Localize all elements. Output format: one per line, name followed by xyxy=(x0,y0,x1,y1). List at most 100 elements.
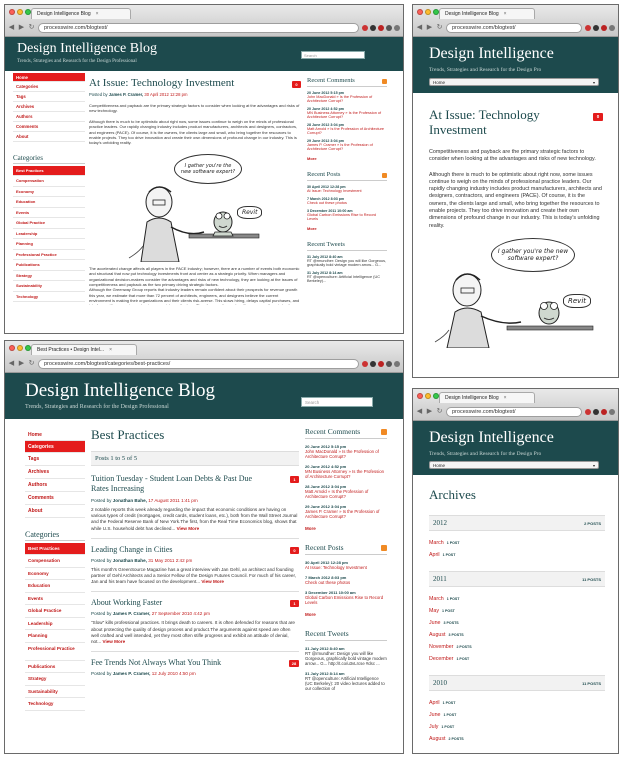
category-item[interactable]: Education xyxy=(25,580,85,593)
archive-month-link[interactable]: August 2 POSTS xyxy=(429,733,605,745)
category-item[interactable]: Leadership xyxy=(25,618,85,630)
nav-item-archives[interactable]: Archives xyxy=(25,466,85,479)
comment-count-badge[interactable]: 1 xyxy=(290,600,299,608)
nav-item-home[interactable]: Home xyxy=(25,429,85,441)
archive-month-link[interactable]: July 1 POST xyxy=(429,721,605,733)
month-name[interactable]: April xyxy=(429,700,440,706)
nav-item-categories[interactable]: Categories xyxy=(25,441,85,453)
recent-comment-item[interactable]: 28 June 2012 3:04 pm Matt Arnold » Is the… xyxy=(307,123,387,135)
archive-month-link[interactable]: May 1 POST xyxy=(429,605,605,617)
extension-icon[interactable] xyxy=(386,25,392,31)
close-icon[interactable] xyxy=(9,345,15,351)
extension-icon[interactable] xyxy=(362,25,368,31)
extension-icon[interactable] xyxy=(362,361,368,367)
nav-select[interactable]: Home ▾ xyxy=(429,78,599,86)
recent-comment-item[interactable]: 29 June 2012 3:04 pm James P. Cramer » Is… xyxy=(305,504,387,519)
comment-text[interactable]: MN Business Attorney » Is the Profession… xyxy=(305,469,385,479)
post-author[interactable]: James P. Cramer, xyxy=(112,611,151,617)
recent-post-item[interactable]: 30 April 2012 12:28 pm At Issue: Technolo… xyxy=(307,185,387,193)
address-bar[interactable]: processwire.com/blogtest/categories/best… xyxy=(38,359,359,369)
post-title[interactable]: Fee Trends Not Always What You Think xyxy=(91,658,222,668)
forward-icon[interactable]: ▶ xyxy=(426,408,433,415)
reload-icon[interactable]: ↻ xyxy=(436,24,443,31)
category-item[interactable]: Strategy xyxy=(13,271,85,281)
archive-month-link[interactable]: April 1 POST xyxy=(429,549,605,561)
post-author[interactable]: James P. Cramer, xyxy=(108,92,144,97)
archive-month-link[interactable]: April 1 POST xyxy=(429,697,605,709)
year-section-header[interactable]: 2012 2 POSTS xyxy=(429,515,605,531)
comment-text[interactable]: John MacDonald » Is the Profession of Ar… xyxy=(307,95,373,103)
extension-icon[interactable] xyxy=(386,361,392,367)
browser-tab[interactable]: Best Practices • Design Intel... × xyxy=(31,344,137,355)
post-link[interactable]: At Issue: Technology Investment xyxy=(305,565,367,570)
more-link[interactable]: More xyxy=(305,526,316,531)
archive-month-link[interactable]: March 1 POST xyxy=(429,537,605,549)
close-tab-icon[interactable]: × xyxy=(95,11,99,17)
post-title[interactable]: Tuition Tuesday - Student Loan Debts & P… xyxy=(91,474,253,493)
post-author[interactable]: Jonathan Bahe, xyxy=(112,557,147,563)
nav-item-about[interactable]: About xyxy=(25,505,85,518)
nav-item-home[interactable]: Home xyxy=(13,73,85,82)
wrench-icon[interactable] xyxy=(609,409,615,415)
nav-select[interactable]: Home ▾ xyxy=(429,461,599,469)
recent-comment-item[interactable]: 29 June 2012 3:04 pm James P. Cramer » Is… xyxy=(307,139,387,151)
post-link[interactable]: Global Carbon Emissions Rise to Record L… xyxy=(307,213,377,221)
comment-text[interactable]: Matt Arnold » Is the Profession of Archi… xyxy=(307,127,385,135)
minimize-icon[interactable] xyxy=(17,9,23,15)
category-item[interactable]: Compensation xyxy=(13,176,85,187)
category-item[interactable]: Sustainability xyxy=(25,686,85,698)
close-icon[interactable] xyxy=(417,393,423,399)
rss-icon[interactable] xyxy=(381,545,387,551)
view-more-link[interactable]: View More xyxy=(102,638,126,644)
close-icon[interactable] xyxy=(417,9,423,15)
forward-icon[interactable]: ▶ xyxy=(426,24,433,31)
category-item[interactable]: Global Practice xyxy=(13,218,85,229)
category-item[interactable]: Events xyxy=(25,593,85,605)
category-item[interactable]: Professional Practice xyxy=(13,250,85,260)
extension-icon[interactable] xyxy=(593,409,599,415)
post-link[interactable]: Global Carbon Emissions Rise to Record L… xyxy=(305,595,384,605)
extension-icon[interactable] xyxy=(593,25,599,31)
month-name[interactable]: May xyxy=(429,608,440,614)
close-tab-icon[interactable]: × xyxy=(503,11,507,17)
category-item[interactable]: Best Practices xyxy=(25,543,85,555)
more-link[interactable]: More xyxy=(307,226,317,231)
category-item[interactable]: Education xyxy=(13,197,85,208)
category-item[interactable]: Best Practices xyxy=(13,166,85,176)
browser-tab[interactable]: Design Intelligence Blog × xyxy=(439,392,535,403)
recent-comment-item[interactable]: 28 June 2012 3:04 pm Matt Arnold » Is the… xyxy=(305,484,387,499)
recent-post-item[interactable]: 7 March 2012 8:03 pm Check out these phot… xyxy=(305,575,387,585)
address-bar[interactable]: processwire.com/blogtest/ xyxy=(38,23,359,33)
category-item[interactable]: Leadership xyxy=(13,229,85,239)
extension-icon[interactable] xyxy=(585,409,591,415)
close-tab-icon[interactable]: × xyxy=(503,395,507,401)
close-icon[interactable] xyxy=(9,9,15,15)
category-item[interactable]: Events xyxy=(13,208,85,218)
extension-icon[interactable] xyxy=(601,25,607,31)
archive-month-link[interactable]: June 1 POST xyxy=(429,709,605,721)
comment-count-badge[interactable]: 0 xyxy=(593,113,603,121)
month-name[interactable]: April xyxy=(429,552,440,558)
month-name[interactable]: March xyxy=(429,596,444,602)
month-name[interactable]: June xyxy=(429,712,441,718)
post-title[interactable]: At Issue: Technology Investment xyxy=(429,107,540,137)
view-more-link[interactable]: View More xyxy=(176,525,200,531)
forward-icon[interactable]: ▶ xyxy=(18,360,25,367)
site-title[interactable]: Design Intelligence xyxy=(429,429,554,446)
close-tab-icon[interactable]: × xyxy=(109,347,112,353)
month-name[interactable]: June xyxy=(429,620,441,626)
minimize-icon[interactable] xyxy=(425,9,431,15)
comment-text[interactable]: James P. Cramer » Is the Profession of A… xyxy=(305,509,380,519)
comment-text[interactable]: MN Business Attorney » Is the Profession… xyxy=(307,111,382,119)
category-item[interactable]: Publications xyxy=(13,260,85,271)
browser-tab[interactable]: Design Intelligence Blog × xyxy=(31,8,131,19)
back-icon[interactable]: ◀ xyxy=(8,24,15,31)
month-name[interactable]: August xyxy=(429,736,446,742)
nav-item-comments[interactable]: Comments xyxy=(13,122,85,132)
wrench-icon[interactable] xyxy=(394,25,400,31)
view-more-link[interactable]: View More xyxy=(201,579,224,585)
extension-icon[interactable] xyxy=(370,361,376,367)
wrench-icon[interactable] xyxy=(609,25,615,31)
category-item[interactable]: Planning xyxy=(13,239,85,250)
category-item[interactable]: Sustainability xyxy=(13,281,85,292)
